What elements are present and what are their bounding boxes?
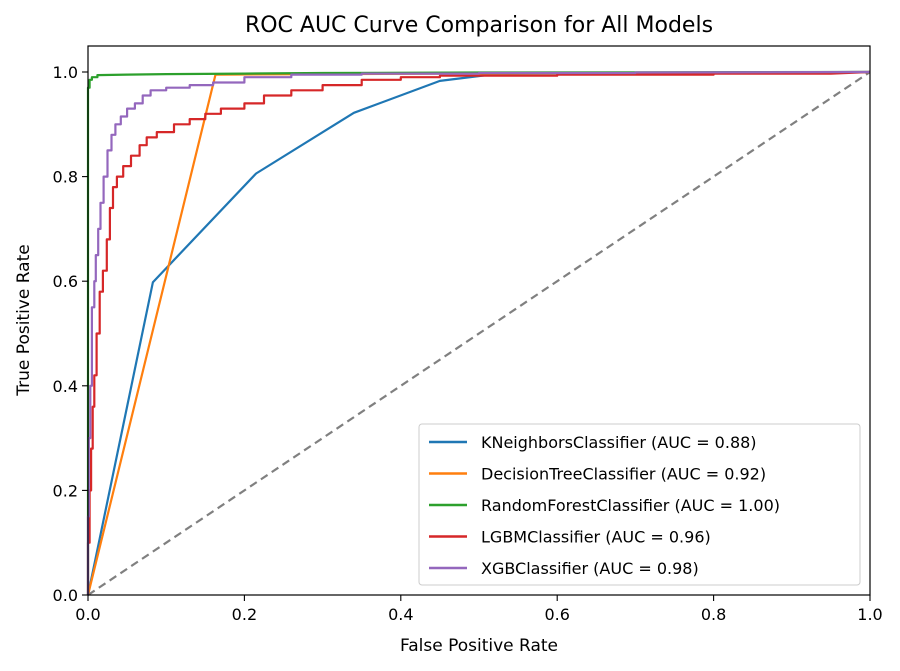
y-tick-label: 0.4 — [53, 377, 78, 396]
x-tick-label: 1.0 — [857, 605, 882, 624]
series-line-3 — [86, 70, 871, 595]
legend: KNeighborsClassifier (AUC = 0.88) Decisio… — [418, 423, 861, 586]
x-axis-label: False Positive Rate — [400, 636, 558, 656]
x-tick-label: 0.8 — [701, 605, 726, 624]
axis-ticks: 0.0 0.2 0.4 0.6 0.8 1.0 0.0 0.2 0.4 0.6 0.8 1.0 — [53, 63, 883, 624]
legend-box — [418, 423, 861, 586]
y-tick-label: 0.6 — [53, 272, 78, 291]
legend-label-2: RandomForestClassifier (AUC = 1.00) — [481, 496, 780, 515]
y-tick-label: 0.8 — [53, 168, 78, 187]
legend-label-0: KNeighborsClassifier (AUC = 0.88) — [481, 433, 757, 452]
y-axis-label: True Positive Rate — [14, 244, 34, 396]
y-tick-label: 0.0 — [53, 586, 78, 605]
y-tick-label: 1.0 — [53, 63, 78, 82]
x-tick-label: 0.6 — [544, 605, 569, 624]
legend-label-4: XGBClassifier (AUC = 0.98) — [481, 559, 699, 578]
plot-frame — [87, 45, 871, 596]
series-line-2 — [86, 70, 871, 595]
x-tick-label: 0.0 — [75, 605, 100, 624]
legend-label-3: LGBMClassifier (AUC = 0.96) — [481, 528, 711, 547]
diagonal-reference-line — [87, 71, 871, 596]
plot-area — [86, 70, 871, 596]
x-tick-label: 0.4 — [388, 605, 413, 624]
y-tick-label: 0.2 — [53, 481, 78, 500]
series-line-4 — [86, 70, 871, 595]
x-tick-label: 0.2 — [232, 605, 257, 624]
chart-title: ROC AUC Curve Comparison for All Models — [245, 13, 713, 38]
legend-label-1: DecisionTreeClassifier (AUC = 0.92) — [481, 465, 766, 484]
